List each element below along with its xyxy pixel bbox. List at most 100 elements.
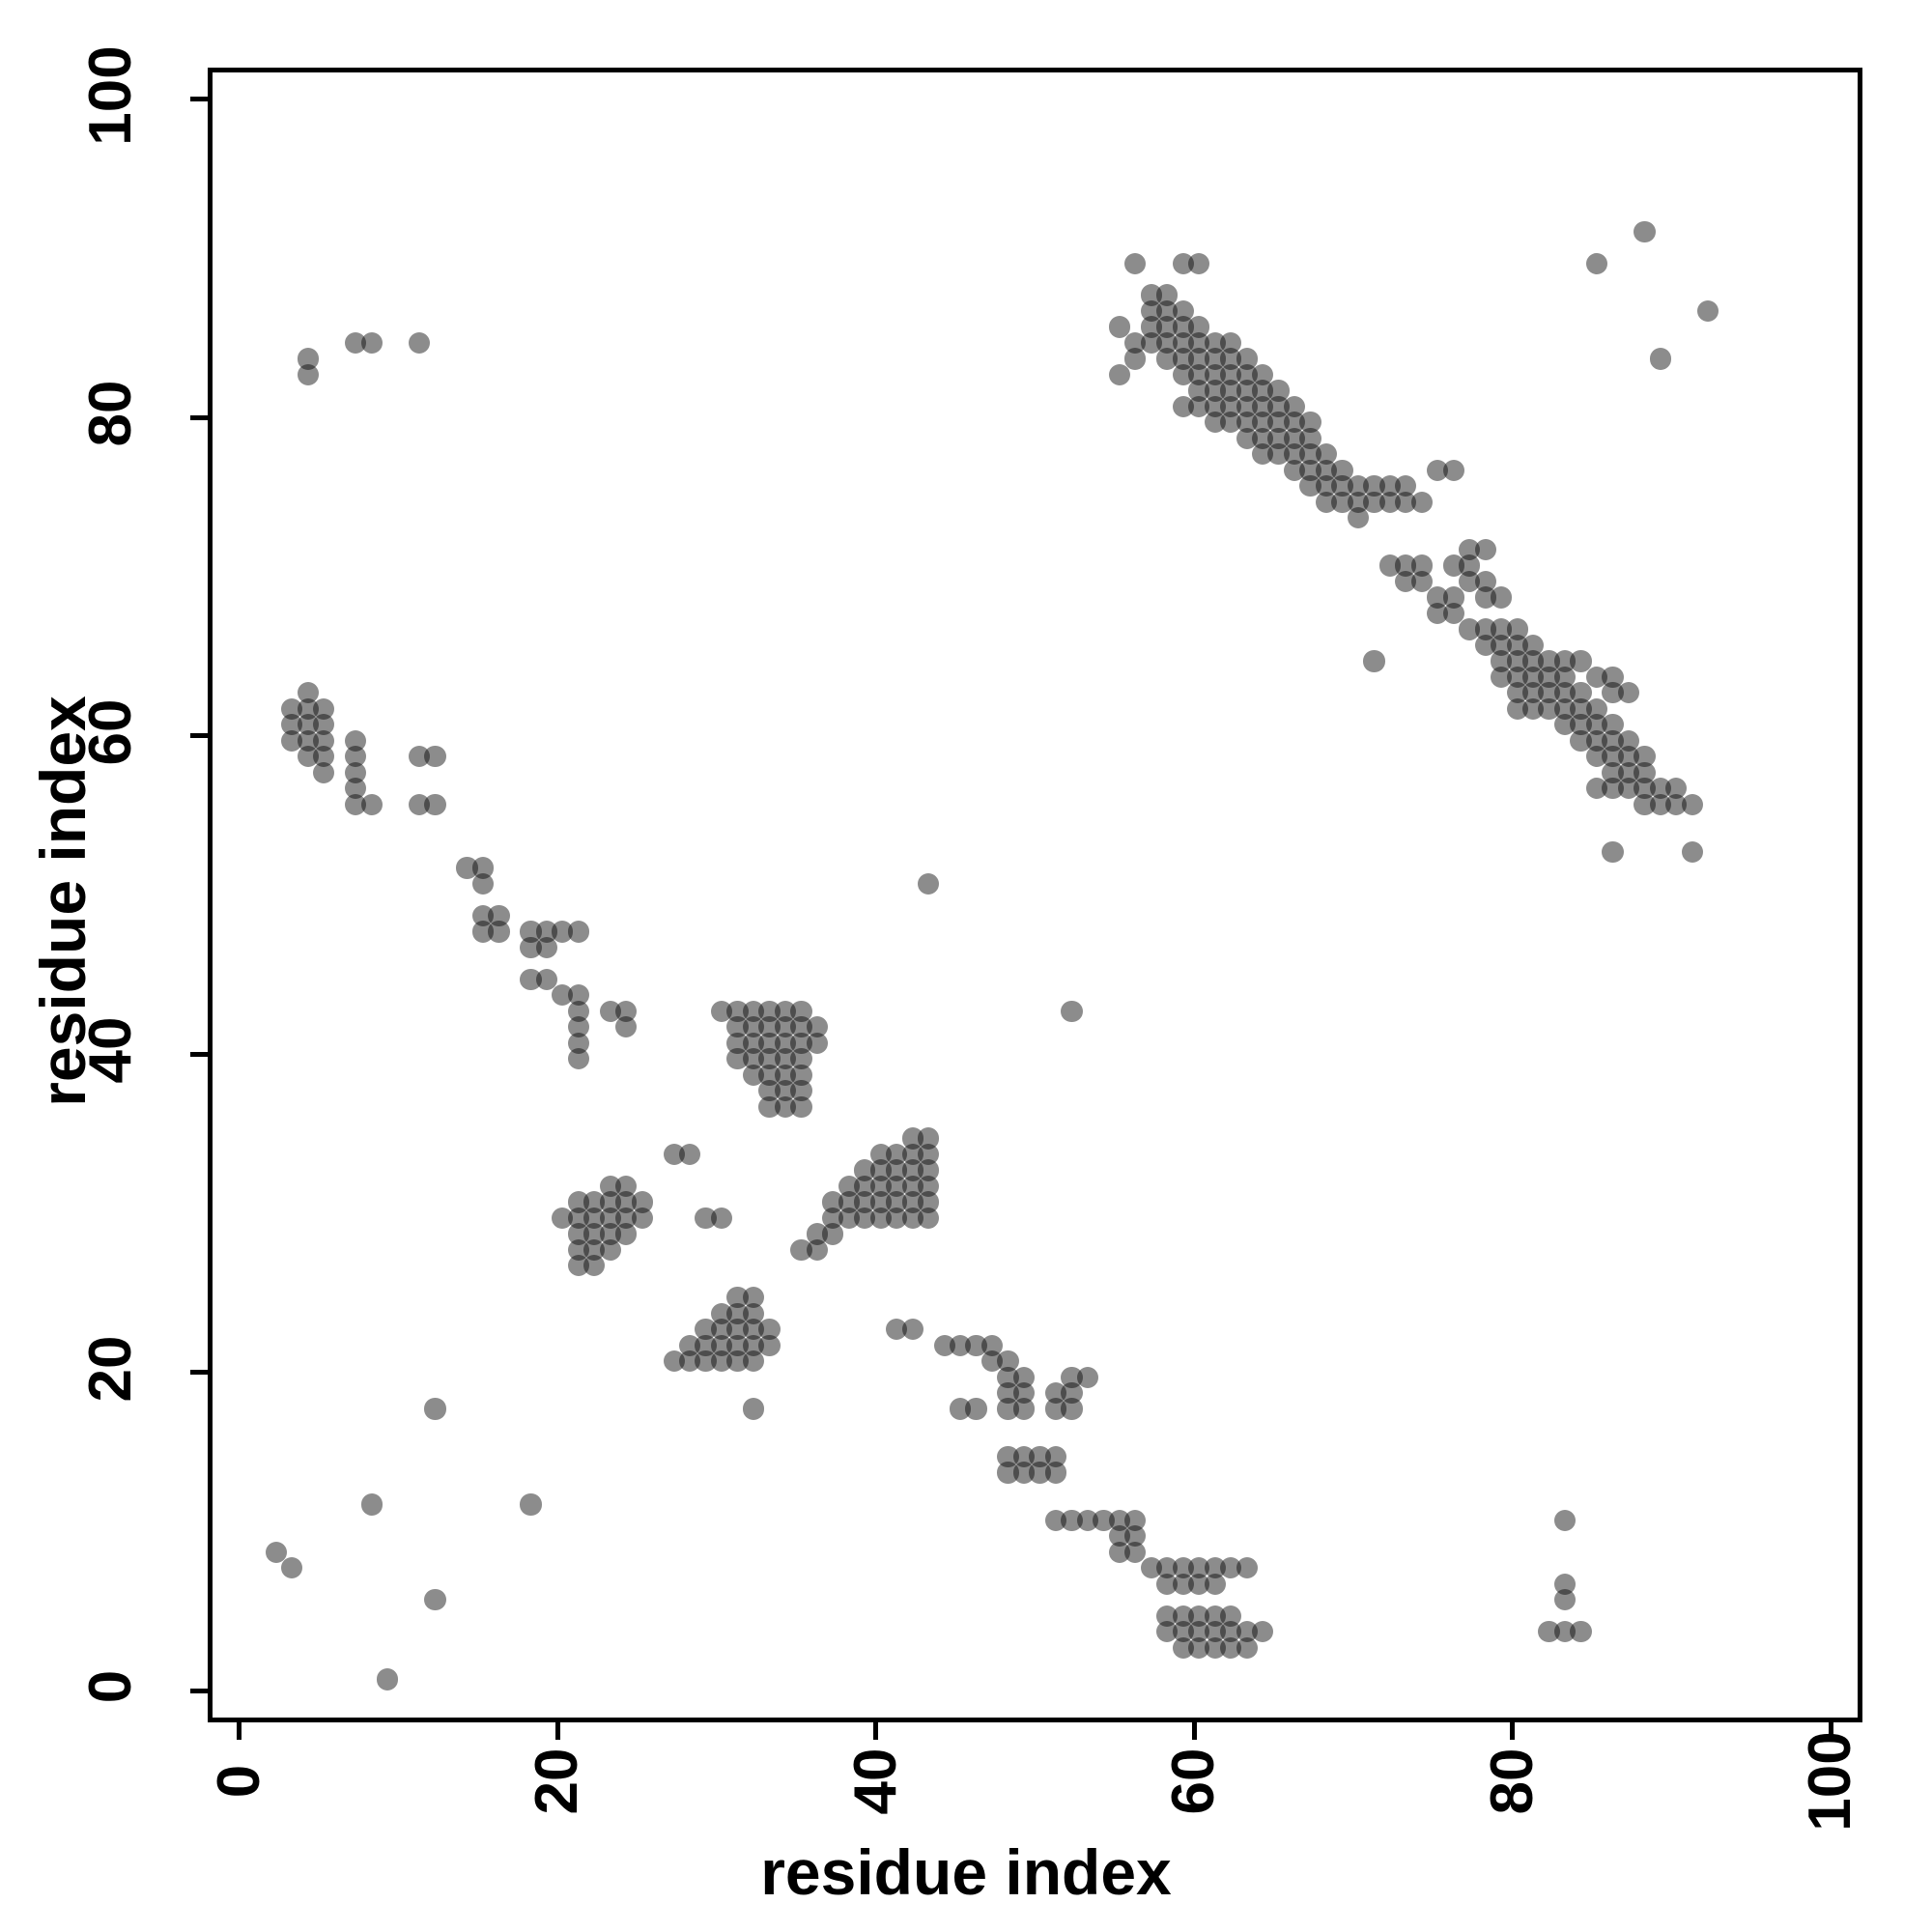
scatter-point: [997, 1381, 1019, 1405]
scatter-point: [901, 1143, 923, 1166]
scatter-point: [726, 1016, 749, 1038]
scatter-point: [1220, 331, 1242, 355]
scatter-point: [297, 729, 319, 752]
scatter-point: [1681, 793, 1703, 815]
scatter-point: [1251, 412, 1274, 434]
scatter-point: [1236, 395, 1258, 417]
scatter-point: [567, 921, 589, 943]
scatter-point: [1491, 586, 1513, 609]
scatter-point: [901, 1159, 923, 1181]
scatter-point: [297, 714, 319, 736]
y-tick-mark: [190, 414, 208, 420]
scatter-point: [1188, 363, 1210, 386]
scatter-point: [1538, 697, 1560, 720]
scatter-point: [1188, 1605, 1210, 1627]
scatter-point: [1459, 618, 1481, 640]
scatter-point: [1378, 491, 1401, 513]
scatter-point: [1570, 714, 1592, 736]
scatter-point: [1267, 380, 1290, 402]
scatter-point: [281, 714, 303, 736]
scatter-point: [1395, 554, 1417, 577]
scatter-point: [1044, 1445, 1067, 1468]
scatter-point: [1331, 475, 1353, 497]
scatter-point: [1602, 714, 1624, 736]
scatter-point: [1649, 778, 1671, 800]
scatter-point: [980, 1350, 1004, 1373]
scatter-point: [281, 729, 303, 752]
scatter-point: [1061, 1366, 1083, 1388]
scatter-point: [869, 1143, 892, 1166]
scatter-point: [313, 729, 335, 752]
scatter-point: [535, 921, 557, 943]
scatter-point: [599, 1191, 621, 1213]
scatter-point: [424, 793, 446, 815]
scatter-point: [1459, 539, 1481, 561]
scatter-point: [1315, 491, 1338, 513]
scatter-point: [758, 1000, 781, 1022]
scatter-point: [726, 1334, 749, 1356]
scatter-point: [854, 1191, 876, 1213]
scatter-point: [742, 1000, 765, 1022]
scatter-point: [1538, 682, 1560, 704]
scatter-point: [471, 904, 495, 927]
x-tick-label: 20: [524, 1747, 591, 1815]
scatter-point: [1442, 602, 1464, 625]
scatter-point: [965, 1398, 987, 1420]
scatter-point: [1315, 443, 1338, 466]
scatter-point: [1634, 778, 1656, 800]
scatter-point: [918, 1207, 940, 1230]
scatter-point: [695, 1319, 717, 1341]
scatter-point: [1506, 682, 1528, 704]
scatter-point: [345, 793, 367, 815]
scatter-point: [854, 1207, 876, 1230]
scatter-point: [950, 1398, 972, 1420]
scatter-point: [1681, 840, 1703, 864]
x-tick-label: 40: [841, 1747, 909, 1815]
scatter-point: [1617, 729, 1640, 752]
scatter-point: [1553, 1509, 1577, 1531]
scatter-point: [424, 1589, 446, 1611]
scatter-point: [1188, 316, 1210, 338]
scatter-point: [901, 1319, 923, 1341]
scatter-point: [1410, 570, 1433, 593]
scatter-point: [599, 1000, 621, 1022]
scatter-point: [297, 348, 319, 370]
scatter-point: [1108, 316, 1130, 338]
scatter-point: [535, 968, 557, 990]
x-axis-title: residue index: [760, 1836, 1172, 1908]
scatter-point: [1108, 1525, 1130, 1548]
scatter-point: [1585, 778, 1608, 800]
scatter-point: [1156, 1605, 1179, 1627]
scatter-point: [265, 1541, 287, 1563]
scatter-point: [997, 1462, 1019, 1484]
scatter-point: [1283, 412, 1306, 434]
scatter-point: [901, 1175, 923, 1198]
scatter-point: [997, 1398, 1019, 1420]
scatter-point: [345, 729, 367, 752]
scatter-point: [615, 1191, 638, 1213]
y-tick-mark: [190, 733, 208, 739]
scatter-point: [1553, 714, 1577, 736]
scatter-point: [552, 984, 574, 1007]
scatter-point: [886, 1159, 908, 1181]
scatter-point: [1427, 586, 1449, 609]
scatter-point: [1553, 1589, 1577, 1611]
scatter-point: [710, 1000, 733, 1022]
scatter-point: [345, 331, 367, 355]
scatter-point: [1251, 395, 1274, 417]
scatter-point: [1061, 1398, 1083, 1420]
y-tick-label: 100: [77, 45, 144, 146]
scatter-point: [790, 1080, 812, 1102]
scatter-point: [1061, 1381, 1083, 1405]
scatter-point: [1283, 443, 1306, 466]
scatter-point: [1220, 363, 1242, 386]
scatter-point: [1140, 316, 1162, 338]
scatter-point: [1363, 491, 1385, 513]
scatter-point: [1521, 666, 1545, 689]
scatter-point: [615, 1207, 638, 1230]
scatter-point: [1108, 1509, 1130, 1531]
scatter-point: [726, 1350, 749, 1373]
scatter-point: [1172, 1557, 1194, 1579]
scatter-point: [1634, 746, 1656, 768]
